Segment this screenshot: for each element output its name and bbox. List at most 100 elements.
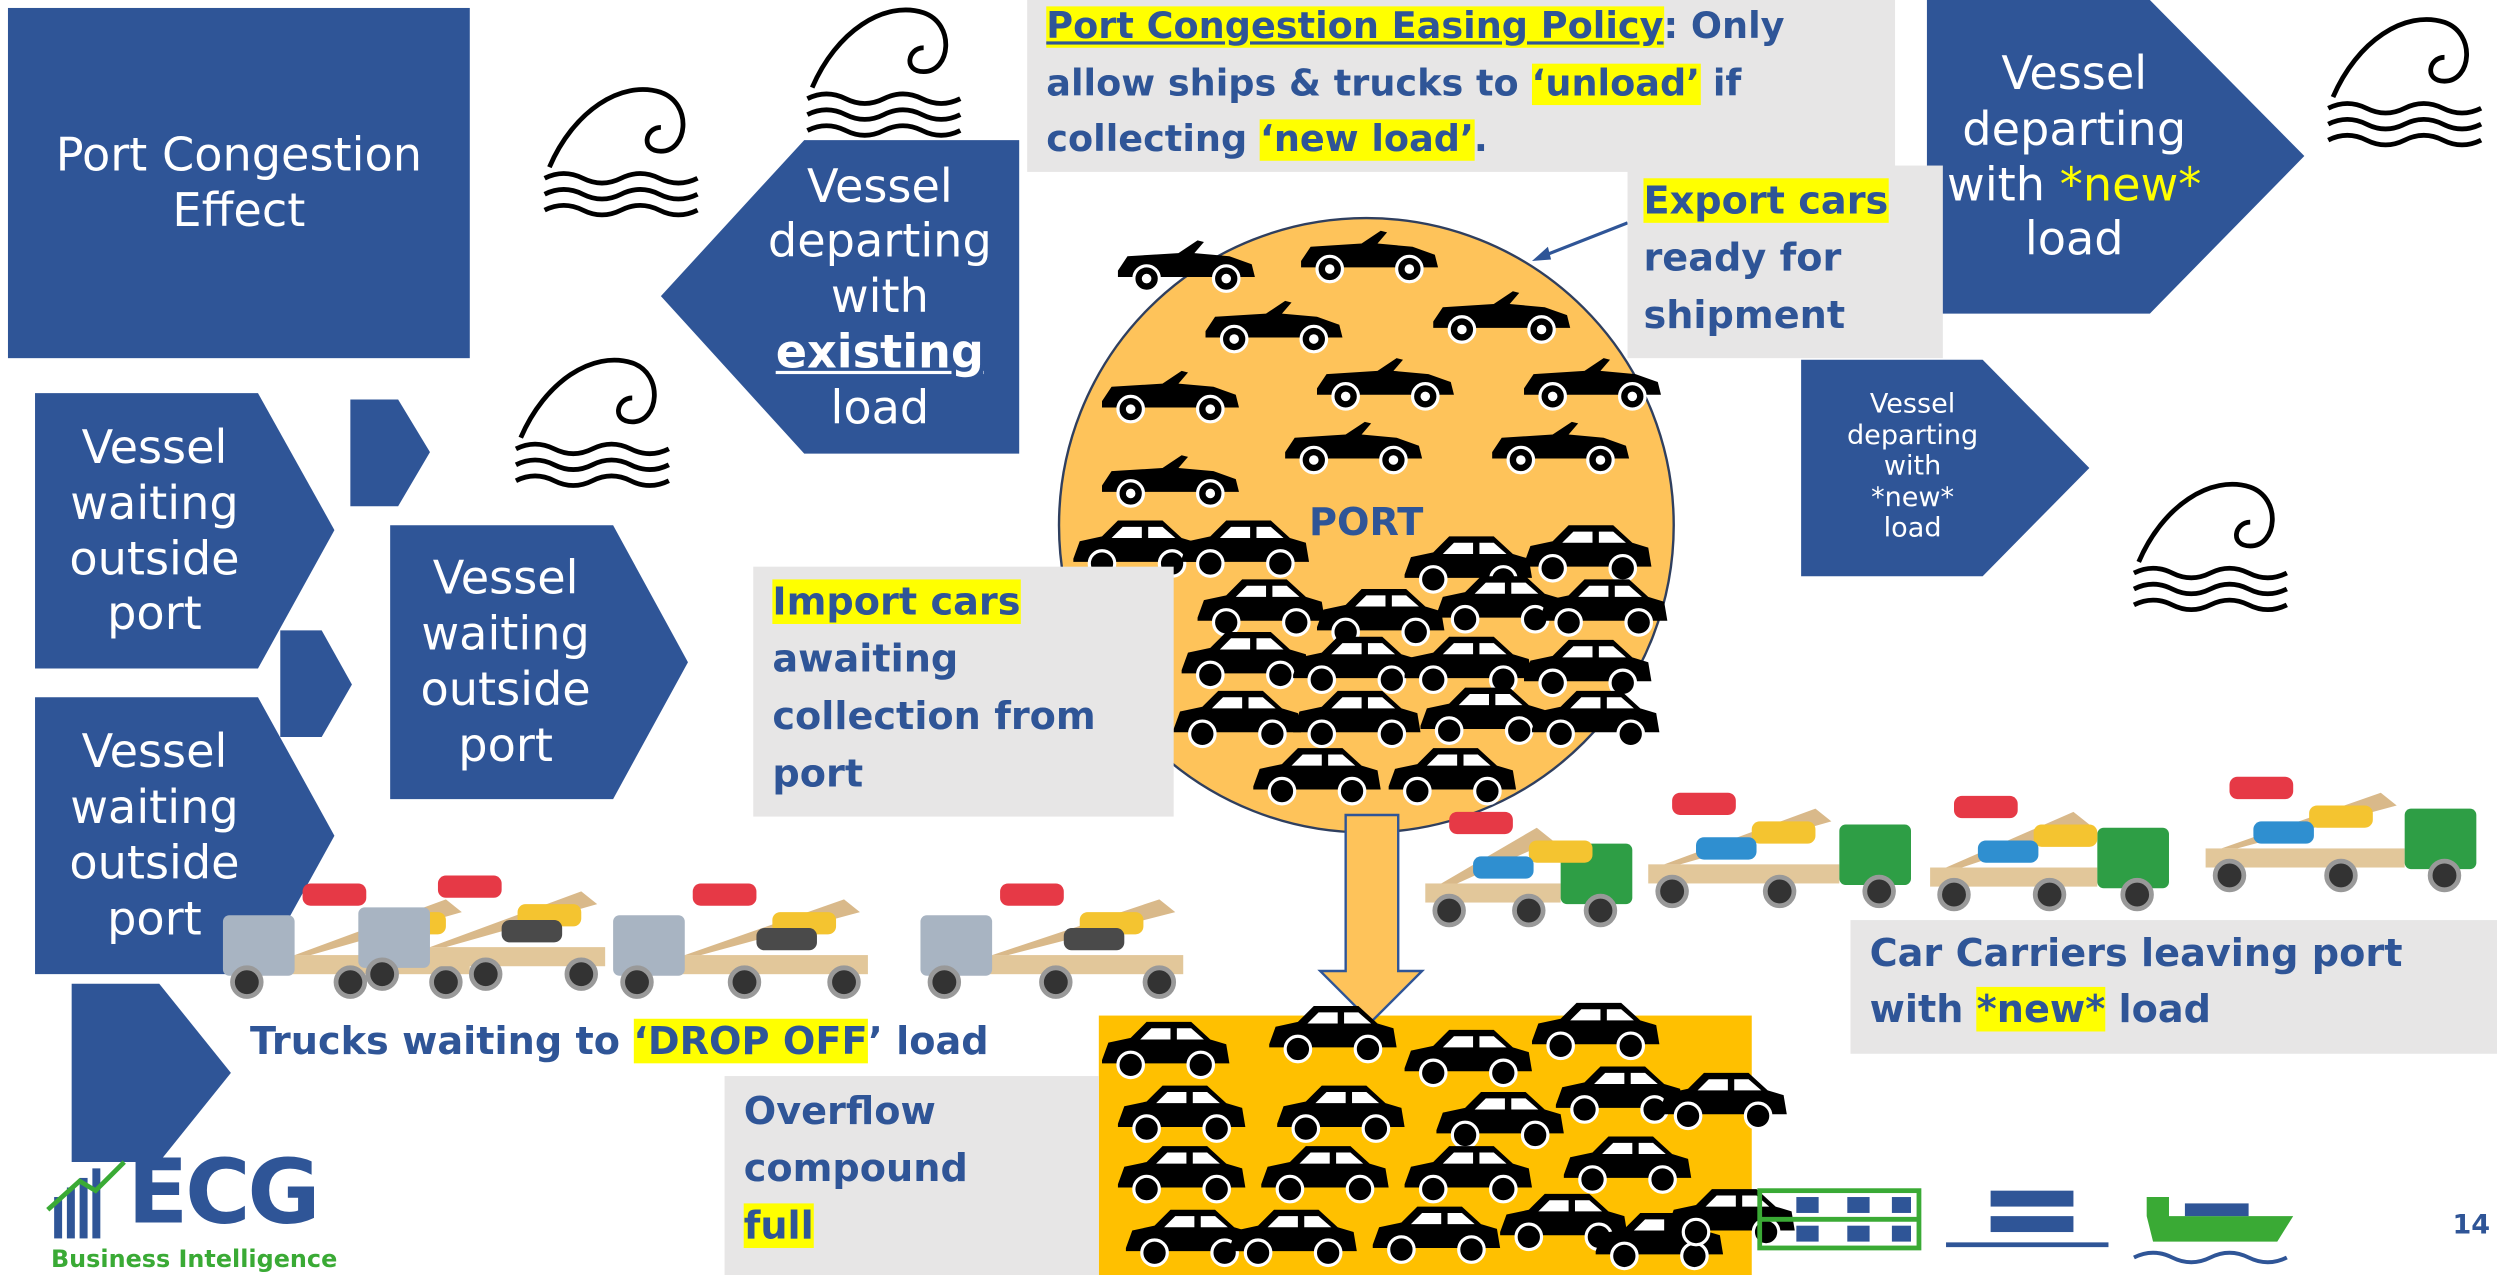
truck-wheel [2035,880,2064,909]
truck-wheel [567,960,596,989]
truck-wheel [368,960,397,989]
vessel-line: port [107,586,202,641]
truck-wheel [2327,861,2356,890]
port-label: PORT [1309,500,1423,545]
vessel-line: Vessel [807,158,953,213]
truck-wheel [930,968,959,997]
vessel-line: with [831,269,929,324]
title-line: Effect [172,183,305,238]
truck-wheel [2430,861,2459,890]
wave-icon [807,10,960,135]
truck-icon [920,883,1183,996]
overflow-note: Overflow compound full [725,1076,1099,1275]
vessel-shape [280,630,352,737]
toy-car [1696,837,1757,859]
vessel-line: port [458,718,553,773]
policy-highlight: ‘unload’ [1531,63,1700,104]
policy-note: Port Congestion Easing Policy: Only allo… [1027,0,1895,172]
truck-wheel [1514,896,1543,925]
truck-cab [613,915,685,975]
toy-car [1064,928,1125,950]
wave-icon [516,360,669,485]
vessel-emphasis: existing [776,325,984,380]
slide-stage: Port Congestion Effect Vessel waiting ou… [0,0,2497,1275]
vessel-label: Vessel departing with *new* load [1801,382,2024,554]
toy-car [1449,812,1513,834]
truck-wheel [1658,877,1687,906]
policy-highlight: ‘new load’ [1260,120,1474,161]
truck-icon [613,883,868,996]
toy-car [1672,793,1736,815]
note-text: Overflow compound [744,1089,968,1191]
vessel-line: Vessel [1870,390,1955,421]
vessel-line: outside [69,836,239,891]
vessel-line: Vessel [82,725,228,780]
vessel-line: Vessel [433,551,579,606]
toy-car [1978,840,2039,862]
vessel-label: Vessel waiting outside port [35,697,274,974]
truck-icon [1425,812,1632,925]
truck-wheel [623,968,652,997]
vessel-line: departing [1847,421,1978,452]
truck-icon [358,875,605,988]
page-number: 14 [2452,1210,2490,1242]
vessel-line: *new* [1871,484,1954,515]
truck-wheel [1765,877,1794,906]
toy-car [756,928,817,950]
transport-icons [1760,1191,2293,1263]
vessel-line: load [830,380,929,435]
vessel-line: Vessel [82,420,228,475]
truck-wheel [830,968,859,997]
vessel-line: departing [1962,101,2186,156]
vessel-line: Vessel [2001,46,2147,101]
vessel-line: load [1884,515,1942,546]
vessel-line: outside [69,531,239,586]
truck-icon [1648,793,1911,906]
truck-wheel [1940,880,1969,909]
truck-wheel [432,968,461,997]
truck-wheel [1435,896,1464,925]
truck-cab [358,907,430,967]
toy-car [1000,883,1064,905]
truck-wheel [336,968,365,997]
wave-icon [545,90,698,215]
note-highlight: full [744,1203,814,1248]
note-highlight: *new* [1977,987,2105,1032]
toy-car [1529,840,1593,862]
vessel-line: load [2025,212,2124,267]
note-highlight: ‘DROP OFF [633,1019,868,1064]
truck-wheel [1865,877,1894,906]
slide: Port Congestion Effect Vessel waiting ou… [0,0,2497,1275]
trucks-note: Trucks waiting to ‘DROP OFF’ load [231,1006,1008,1076]
toy-car [502,920,563,942]
pointer-head [1532,247,1551,261]
vessel-line: waiting [70,475,238,530]
note-text: ready for shipment [1643,236,1845,338]
title-line: Port Congestion [56,128,422,183]
logo-tagline: Business Intelligence [51,1245,337,1274]
vessel-label: Vessel waiting outside port [390,525,621,799]
toy-car [2309,805,2373,827]
truck-wheel [1145,968,1174,997]
policy-heading: Port Congestion Easing Policy [1046,6,1663,47]
truck-cab [920,915,992,975]
vessel-line: port [107,891,202,946]
truck-wheel [2215,861,2244,890]
vessel-emphasis: *new* [2060,157,2202,211]
vessel-shape [72,984,231,1162]
toy-car [2034,825,2098,847]
note-text: load [2105,987,2211,1032]
wave-icon [2328,19,2481,144]
policy-text: . [1474,120,1488,161]
truck-wheel [2123,880,2152,909]
carriers-note: Car Carriers leaving port with *new* loa… [1850,920,2497,1054]
note-text: Trucks waiting to [250,1019,633,1064]
vessel-line: waiting [70,780,238,835]
title-box-text: Port Congestion Effect [8,8,470,358]
vessel-line: outside [420,662,590,717]
truck-wheel [730,968,759,997]
note-text: awaiting collection from port [772,637,1095,796]
vessel-shape [350,400,430,507]
